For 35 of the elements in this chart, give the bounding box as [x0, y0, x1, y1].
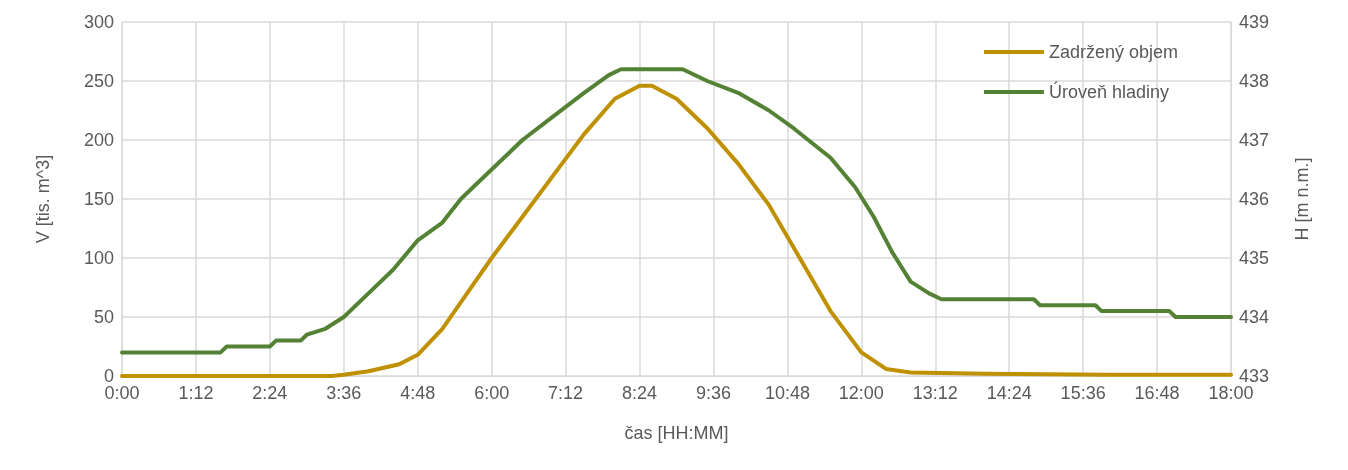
x-tick-label: 10:48 [764, 383, 810, 403]
y-tick-label: 150 [83, 189, 114, 209]
x-tick-label: 3:36 [326, 383, 362, 403]
y-tick-label: 0 [103, 366, 114, 386]
x-tick-label: 12:00 [838, 383, 884, 403]
y-tick-label: 200 [83, 130, 114, 150]
y2-tick-label: 438 [1239, 71, 1270, 91]
x-tick-label: 0:00 [104, 383, 140, 403]
x-tick-label: 2:24 [252, 383, 288, 403]
y2-tick-label: 437 [1239, 130, 1270, 150]
x-tick-label: 7:12 [548, 383, 584, 403]
y-tick-label: 250 [83, 71, 114, 91]
legend-label: Úroveň hladiny [1048, 81, 1170, 102]
x-tick-label: 8:24 [622, 383, 658, 403]
x-tick-label: 9:36 [695, 383, 731, 403]
y2-tick-label: 435 [1239, 248, 1270, 268]
y2-tick-label: 433 [1239, 366, 1270, 386]
y2-tick-label: 434 [1239, 307, 1270, 327]
y2-axis-title: H [m n.m.] [1292, 157, 1312, 241]
y-tick-label: 50 [93, 307, 114, 327]
x-axis-title: čas [HH:MM] [624, 423, 729, 443]
y2-tick-label: 439 [1239, 12, 1270, 32]
y-tick-label: 100 [83, 248, 114, 268]
x-tick-label: 18:00 [1208, 383, 1254, 403]
x-tick-label: 14:24 [986, 383, 1032, 403]
x-tick-label: 6:00 [474, 383, 510, 403]
legend-label: Zadržený objem [1048, 42, 1178, 62]
x-tick-label: 1:12 [178, 383, 214, 403]
y-axis-title: V [tis. m^3] [33, 154, 53, 244]
y2-tick-label: 436 [1239, 189, 1270, 209]
x-tick-label: 4:48 [400, 383, 436, 403]
x-tick-label: 13:12 [912, 383, 958, 403]
y-tick-label: 300 [83, 12, 114, 32]
x-tick-label: 16:48 [1134, 383, 1180, 403]
x-tick-label: 15:36 [1060, 383, 1106, 403]
